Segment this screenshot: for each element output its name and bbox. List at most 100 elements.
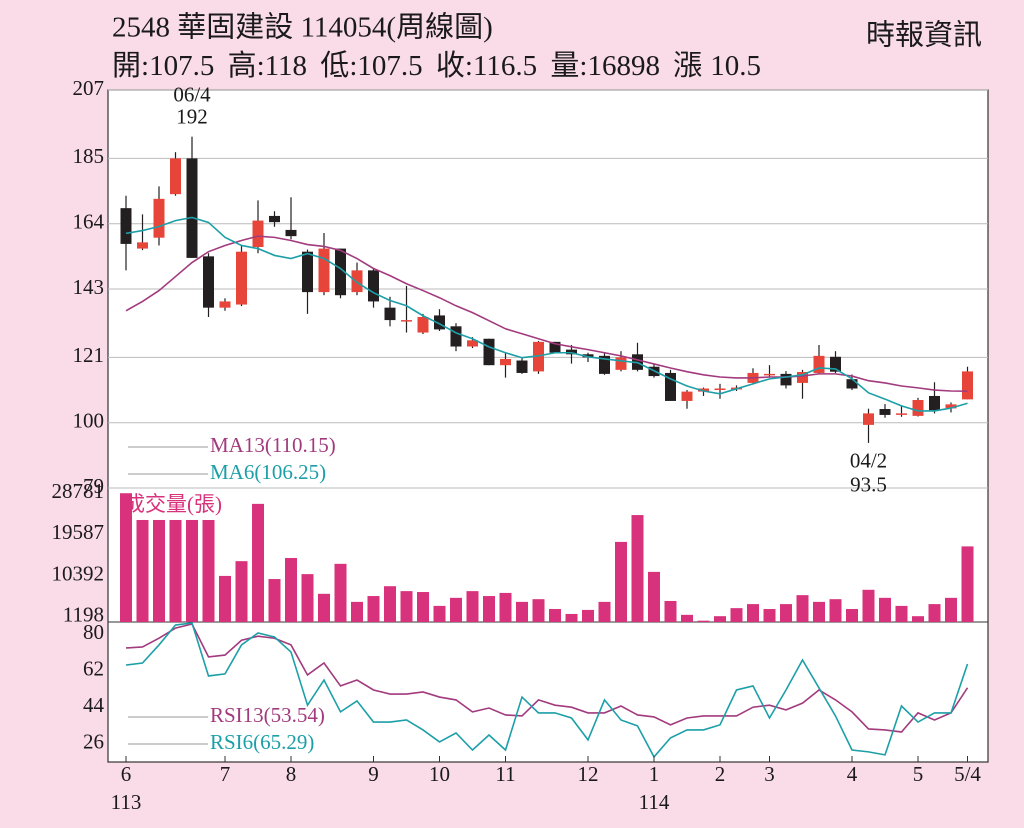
candle-body (516, 360, 528, 373)
x-tick-label: 8 (286, 762, 297, 786)
bar (351, 601, 363, 622)
candle-body (582, 354, 594, 358)
candle-body (335, 248, 346, 296)
y-tick-label: 19587 (52, 520, 105, 544)
bar (433, 605, 446, 622)
bar (879, 597, 891, 622)
candle-body (846, 379, 858, 389)
candle-body (681, 391, 693, 401)
annotation-date: 04/2 (850, 449, 887, 473)
bar (483, 596, 495, 622)
bar (796, 595, 809, 622)
y-tick-label: 185 (73, 144, 105, 168)
summary-value: 107.5 (149, 50, 214, 82)
summary-label: 開: (112, 50, 149, 82)
bar (367, 596, 380, 622)
summary-label: 量: (550, 50, 587, 82)
bar (417, 592, 429, 622)
bar (136, 519, 149, 622)
x-tick-label: 9 (368, 762, 379, 786)
bar (252, 503, 264, 622)
line (125, 623, 969, 733)
x-tick-label: 11 (495, 762, 515, 786)
panel-title: 成交量(張) (124, 492, 222, 516)
candle-body (863, 413, 874, 425)
bar (532, 599, 545, 622)
bar (730, 608, 743, 622)
bar (961, 546, 974, 622)
y-tick-label: 44 (83, 693, 105, 717)
bar (846, 609, 858, 622)
bar (631, 515, 644, 622)
summary-value: 107.5 (357, 50, 422, 82)
bar (450, 597, 462, 622)
bar (202, 519, 215, 622)
bar (499, 592, 512, 622)
bar (549, 609, 561, 622)
candle-body (120, 208, 132, 244)
bar (219, 575, 231, 622)
x-tick-label: 2 (715, 762, 726, 786)
bar (582, 609, 594, 622)
candle-body (417, 316, 429, 333)
bar (813, 601, 825, 622)
candle-body (153, 198, 165, 238)
candle-body (269, 215, 280, 223)
y-tick-label: 164 (73, 210, 105, 234)
candle-body (698, 388, 709, 392)
summary-value: 118 (265, 50, 307, 82)
candle-body (302, 251, 313, 293)
x-tick-label: 6 (121, 762, 132, 786)
bar (747, 604, 759, 622)
summary-value: 116.5 (473, 50, 537, 82)
candle-body (401, 320, 412, 322)
source: 時報資訊 (866, 19, 982, 52)
x-year-label: 114 (639, 790, 670, 814)
y-tick-label: 28781 (52, 479, 105, 503)
bar (334, 563, 347, 622)
bar (615, 541, 627, 622)
bar (565, 613, 578, 622)
summary-label: 漲 (673, 50, 702, 82)
candle-body (813, 355, 825, 373)
bar (169, 519, 182, 622)
bar (829, 599, 842, 622)
candle-body (137, 242, 148, 249)
x-tick-label: 3 (764, 762, 775, 786)
candle-body (483, 338, 495, 366)
candle-body (170, 158, 181, 195)
line (125, 216, 968, 412)
candle-body (351, 270, 363, 293)
bar (153, 519, 165, 622)
bar (120, 493, 132, 622)
candle-body (764, 373, 775, 376)
bar (862, 589, 875, 622)
candle-body (615, 357, 627, 370)
candle-body (203, 256, 214, 308)
summary-label: 高: (228, 49, 265, 82)
bar (697, 620, 710, 622)
candle-body (780, 373, 792, 386)
y-tick-label: 207 (73, 76, 105, 100)
y-tick-label: 62 (83, 657, 104, 681)
y-tick-label: 26 (83, 730, 104, 754)
candle-body (830, 356, 841, 372)
bar (912, 616, 924, 622)
candle-body (236, 251, 247, 305)
line (125, 235, 968, 392)
legend-label: MA6(106.25) (210, 460, 326, 484)
chart-title: 2548 華固建設 114054(周線圖) (112, 11, 493, 44)
x-tick-label: 10 (429, 762, 450, 786)
candle-body (285, 229, 297, 237)
bar (664, 600, 677, 622)
x-tick-label: 1 (649, 762, 660, 786)
line (125, 622, 969, 759)
summary-value: 10.5 (710, 50, 761, 82)
x-tick-label: 5 (913, 762, 924, 786)
candle-body (450, 326, 462, 347)
candle-body (219, 301, 231, 308)
x-tick-label: 7 (220, 762, 231, 786)
